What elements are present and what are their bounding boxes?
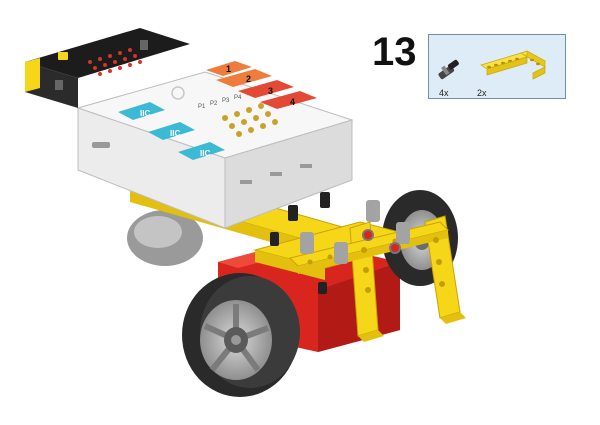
iic-label-2: IIC [170,129,180,138]
step-number: 13 [372,30,417,74]
pin-label-3: P3 [222,98,230,104]
port-label-4: 4 [290,97,295,107]
controller-box [76,71,354,229]
pin-label-1: P1 [198,104,206,110]
axle-pin-icon [438,59,459,80]
axle-pins [270,192,410,294]
power-button [171,86,185,100]
microbit-board [25,28,190,108]
iic-connectors: IIC IIC IIC [118,102,225,160]
port-label-3: 3 [268,86,273,96]
port-tiles: 1 2 3 4 [206,61,317,109]
caster-wheel [127,210,203,266]
iic-label-3: IIC [200,149,210,158]
pin-label-2: P2 [210,101,218,107]
port-label-2: 2 [246,74,251,84]
gpio-pins: P1 P2 P3 P4 [198,95,278,137]
pin-quantity: 4x [439,88,449,98]
pin-label-4: P4 [234,95,242,101]
beam-quantity: 2x [477,88,487,98]
front-wheel [182,273,300,397]
l-beam-icon [480,50,546,80]
parts-callout: 4x 2x [428,34,566,99]
iic-label-1: IIC [140,109,150,118]
led-matrix [88,48,142,76]
port-label-1: 1 [226,64,231,74]
